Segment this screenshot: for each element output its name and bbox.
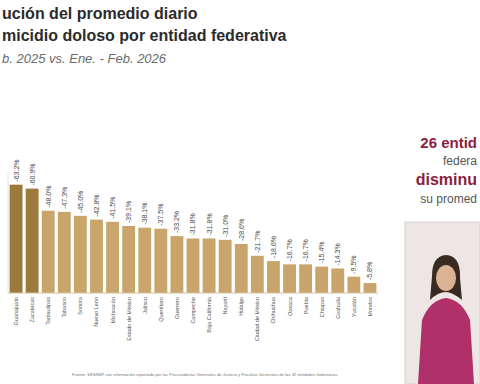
data-label: -63.2% (13, 159, 20, 181)
inset-figure (436, 265, 456, 291)
category-label: Chihuahua (270, 296, 276, 324)
category-label: Coahuila (335, 296, 341, 319)
video-inset (405, 222, 480, 384)
labels: -63.2% Guanajuato -60.9% Zacatecas -48.0% Tam… (13, 159, 374, 341)
bars (10, 185, 377, 293)
data-label: -41.5% (109, 197, 116, 219)
data-label: -33.2% (173, 211, 180, 233)
inset-background (405, 222, 480, 384)
category-label: Guanajuato (13, 297, 19, 325)
slide: ución del promedio diario micidio doloso … (0, 0, 480, 384)
data-label: -31.8% (206, 213, 213, 235)
bar (219, 240, 232, 293)
baseline (8, 293, 378, 294)
data-label: -16.7% (286, 239, 293, 261)
category-label: Tabasco (61, 297, 67, 318)
bar (251, 256, 264, 293)
bar (154, 229, 167, 293)
data-label: -18.6% (270, 236, 277, 258)
category-label: Zacatecas (29, 297, 35, 323)
value-axis (8, 173, 9, 293)
bar (347, 277, 360, 293)
category-label: Sonora (77, 296, 83, 315)
data-label: -60.9% (29, 163, 36, 185)
category-label: Hidalgo (238, 297, 244, 316)
bar (267, 261, 280, 293)
bar (106, 222, 119, 293)
data-label: -16.7% (302, 239, 309, 261)
source: Fuente: SESNSP con información reportada… (72, 372, 338, 377)
data-label: -47.3% (61, 187, 68, 209)
data-label: -42.8% (93, 194, 100, 216)
side-text: federa (443, 154, 477, 168)
bar (26, 189, 39, 293)
data-label: -9.5% (350, 255, 357, 273)
data-label: -38.1% (141, 202, 148, 224)
bar (170, 236, 183, 293)
category-label: Jalisco (142, 297, 148, 314)
data-label: -15.4% (318, 241, 325, 263)
data-label: -45.0% (77, 191, 84, 213)
subtitle: micidio doloso por entidad federativa (2, 27, 287, 44)
inset-figure (418, 298, 474, 384)
bar (331, 268, 344, 293)
inset-figure (430, 255, 462, 300)
data-label: -31.8% (190, 213, 197, 235)
category-label: Querétaro (158, 297, 164, 322)
category-label: Ciudad de México (254, 297, 260, 341)
bar (138, 228, 151, 293)
bar (90, 220, 103, 293)
category-label: Tamaulipas (45, 297, 51, 325)
background (0, 0, 480, 384)
bar (203, 238, 216, 293)
bar (187, 238, 200, 293)
data-label: -39.1% (125, 201, 132, 223)
data-label: -5.8% (366, 262, 373, 280)
data-label: -37.5% (157, 204, 164, 226)
category-label: Michoacán (110, 297, 116, 324)
data-label: -14.3% (334, 243, 341, 265)
bar (315, 267, 328, 293)
data-label: -21.7% (254, 231, 261, 253)
period: b. 2025 vs. Ene. - Feb. 2026 (2, 51, 167, 66)
bar (58, 212, 71, 293)
bar (122, 226, 135, 293)
side-text: 26 entid (420, 134, 477, 151)
bar (235, 244, 248, 293)
category-label: Morelos (367, 297, 373, 317)
category-label: Chiapas (319, 297, 325, 317)
title: ución del promedio diario (2, 5, 198, 22)
category-label: Nuevo León (93, 297, 99, 327)
category-label: Baja California (206, 296, 212, 333)
bar (299, 264, 312, 293)
category-label: Nayarit (222, 297, 228, 315)
inset-frame (405, 222, 480, 384)
data-label: -31.0% (222, 215, 229, 237)
bar (364, 283, 377, 293)
data-label: -28.6% (238, 219, 245, 241)
data-label: -48.0% (45, 186, 52, 208)
bar (74, 216, 87, 293)
bar (283, 264, 296, 293)
category-label: Estado de México (126, 297, 132, 341)
category-label: Guerrero (174, 297, 180, 319)
category-label: Campeche (190, 297, 196, 324)
bar (10, 185, 23, 293)
category-label: Oaxaca (287, 296, 293, 316)
side-text: su promed (420, 192, 477, 206)
category-label: Yucatán (351, 297, 357, 317)
side-text: disminu (416, 171, 477, 188)
bar (42, 211, 55, 293)
category-label: Puebla (303, 296, 309, 314)
